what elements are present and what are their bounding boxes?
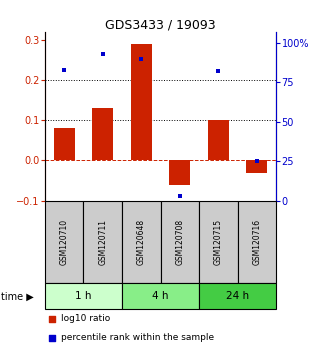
Text: GSM120716: GSM120716 [252,219,261,265]
Bar [122,283,199,309]
Bar [54,128,75,160]
Bar [199,283,276,309]
Bar [238,201,276,283]
Bar [83,201,122,283]
Text: percentile rank within the sample: percentile rank within the sample [61,333,214,342]
Text: GSM120710: GSM120710 [60,219,69,265]
Text: GSM120715: GSM120715 [214,219,223,265]
Text: 24 h: 24 h [226,291,249,301]
Title: GDS3433 / 19093: GDS3433 / 19093 [105,19,216,32]
Text: GSM120708: GSM120708 [175,219,184,265]
Text: time ▶: time ▶ [1,291,33,301]
Text: log10 ratio: log10 ratio [61,314,110,323]
Bar [199,201,238,283]
Bar [122,201,160,283]
Text: 4 h: 4 h [152,291,169,301]
Bar [246,160,267,172]
Point [49,335,55,341]
Point [139,56,144,62]
Bar [169,160,190,184]
Point [62,67,67,73]
Bar [160,201,199,283]
Bar [92,108,113,160]
Bar [131,44,152,160]
Text: GSM120648: GSM120648 [137,219,146,265]
Text: GSM120711: GSM120711 [98,219,107,265]
Point [254,158,259,164]
Bar [45,283,122,309]
Bar [45,201,83,283]
Point [100,51,105,57]
Text: 1 h: 1 h [75,291,92,301]
Point [216,68,221,74]
Point [177,193,182,199]
Bar [208,120,229,160]
Point [49,316,55,322]
